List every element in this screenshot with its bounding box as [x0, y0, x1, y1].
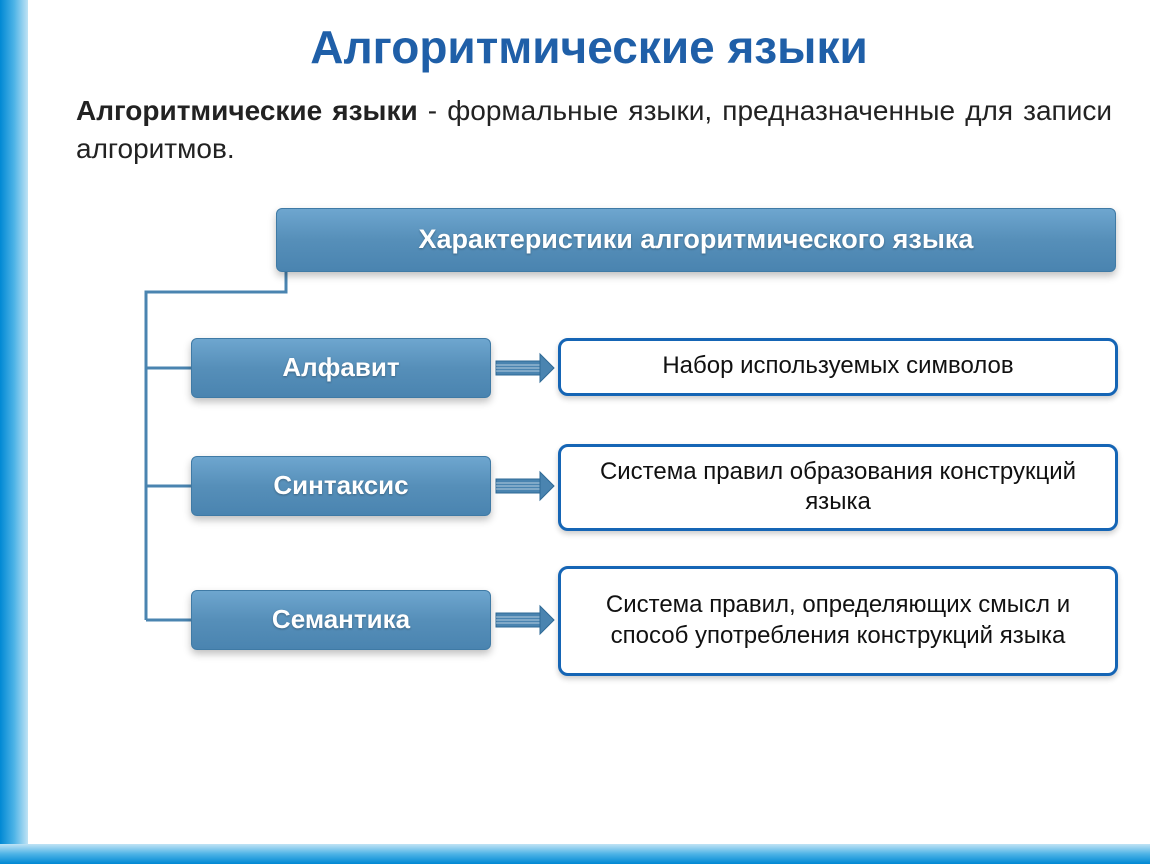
term-box: Синтаксис — [191, 456, 491, 516]
term-box: Семантика — [191, 590, 491, 650]
slide-subtitle: Алгоритмические языки - формальные языки… — [56, 92, 1122, 168]
definition-box: Набор используемых символов — [558, 338, 1118, 396]
diagram-header: Характеристики алгоритмического языка — [276, 208, 1116, 272]
slide-content: Алгоритмические языки Алгоритмические яз… — [28, 0, 1150, 844]
term-box: Алфавит — [191, 338, 491, 398]
slide-title: Алгоритмические языки — [56, 20, 1122, 74]
definition-box: Система правил образования конструкций я… — [558, 444, 1118, 531]
bottom-accent-bar — [0, 844, 1150, 864]
left-accent-bar — [0, 0, 28, 864]
subtitle-bold: Алгоритмические языки — [76, 95, 418, 126]
definition-box: Система правил, определяющих смысл и спо… — [558, 566, 1118, 676]
diagram-area: Характеристики алгоритмического языка Ал… — [76, 208, 1122, 768]
